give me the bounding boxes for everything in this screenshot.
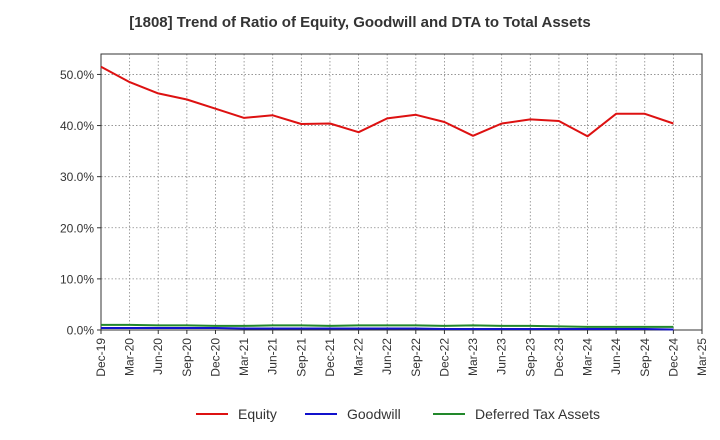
grid-layer [101, 54, 702, 330]
x-tick-label: Jun-22 [380, 338, 394, 375]
chart-title: [1808] Trend of Ratio of Equity, Goodwil… [129, 14, 591, 31]
x-tick-label: Mar-20 [123, 338, 137, 376]
x-tick-label: Mar-22 [352, 338, 366, 376]
x-tick-label: Sep-23 [523, 338, 537, 377]
x-axis-ticks: Dec-19 Mar-20 Jun-20 Sep-20 Dec-20 Mar-21 Jun-… [94, 330, 709, 377]
y-tick-label: 50.0% [60, 68, 94, 82]
y-tick-label: 20.0% [60, 221, 94, 235]
y-tick-label: 30.0% [60, 170, 94, 184]
x-tick-label: Dec-23 [552, 338, 566, 377]
legend: Equity Goodwill Deferred Tax Assets [196, 406, 600, 422]
x-tick-label: Sep-24 [638, 338, 652, 377]
x-tick-label: Jun-23 [495, 338, 509, 375]
x-tick-label: Mar-24 [581, 338, 595, 376]
x-tick-label: Sep-20 [180, 338, 194, 377]
x-tick-label: Dec-24 [666, 338, 680, 377]
y-tick-label: 0.0% [67, 324, 95, 338]
x-tick-label: Mar-25 [695, 338, 709, 376]
x-tick-label: Dec-21 [323, 338, 337, 377]
x-tick-label: Sep-21 [294, 338, 308, 377]
series-layer [100, 65, 674, 331]
y-tick-label: 40.0% [60, 119, 94, 133]
y-axis-ticks: 0.0% 10.0% 20.0% 30.0% 40.0% 50.0% [60, 68, 101, 338]
x-tick-label: Mar-23 [466, 338, 480, 376]
x-tick-label: Jun-20 [151, 338, 165, 375]
x-tick-label: Dec-20 [208, 338, 222, 377]
x-tick-label: Mar-21 [237, 338, 251, 376]
x-tick-label: Sep-22 [409, 338, 423, 377]
x-tick-label: Jun-24 [609, 338, 623, 375]
plot-frame [100, 53, 703, 331]
series-line-deferred-tax-assets [101, 323, 674, 328]
series-line-equity [100, 65, 674, 138]
legend-label-equity: Equity [238, 406, 277, 422]
legend-label-deferred-tax-assets: Deferred Tax Assets [475, 406, 600, 422]
x-tick-label: Dec-19 [94, 338, 108, 377]
x-tick-label: Dec-22 [437, 338, 451, 377]
legend-label-goodwill: Goodwill [347, 406, 401, 422]
frame-layer [100, 53, 703, 331]
x-tick-label: Jun-21 [266, 338, 280, 375]
series-line-goodwill [101, 327, 674, 331]
y-tick-label: 10.0% [60, 272, 94, 286]
